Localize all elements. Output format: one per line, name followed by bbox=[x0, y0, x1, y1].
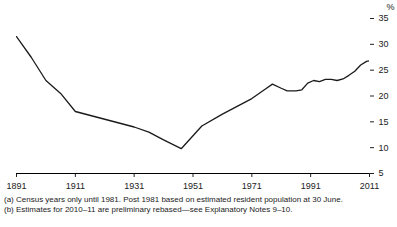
svg-text:25: 25 bbox=[379, 65, 389, 75]
svg-text:1951: 1951 bbox=[183, 181, 203, 191]
svg-text:10: 10 bbox=[379, 143, 389, 153]
svg-text:15: 15 bbox=[379, 117, 389, 127]
svg-text:%: % bbox=[386, 2, 394, 12]
svg-text:1911: 1911 bbox=[66, 181, 85, 191]
svg-text:1891: 1891 bbox=[6, 181, 26, 191]
html-text:(a) Census years only until 19: (a) Census years only until 1981. Post 1… bbox=[4, 195, 343, 204]
svg-text:35: 35 bbox=[379, 13, 389, 23]
html-text:(b) Estimates for 2010–11 are: (b) Estimates for 2010–11 are preliminar… bbox=[4, 205, 293, 214]
svg-text:30: 30 bbox=[379, 39, 389, 49]
svg-text:1931: 1931 bbox=[124, 181, 144, 191]
svg-text:20: 20 bbox=[379, 91, 389, 101]
svg-text:5: 5 bbox=[379, 168, 384, 178]
svg-text:2011: 2011 bbox=[360, 181, 379, 191]
svg-text:1971: 1971 bbox=[242, 181, 262, 191]
svg-text:1991: 1991 bbox=[301, 181, 321, 191]
